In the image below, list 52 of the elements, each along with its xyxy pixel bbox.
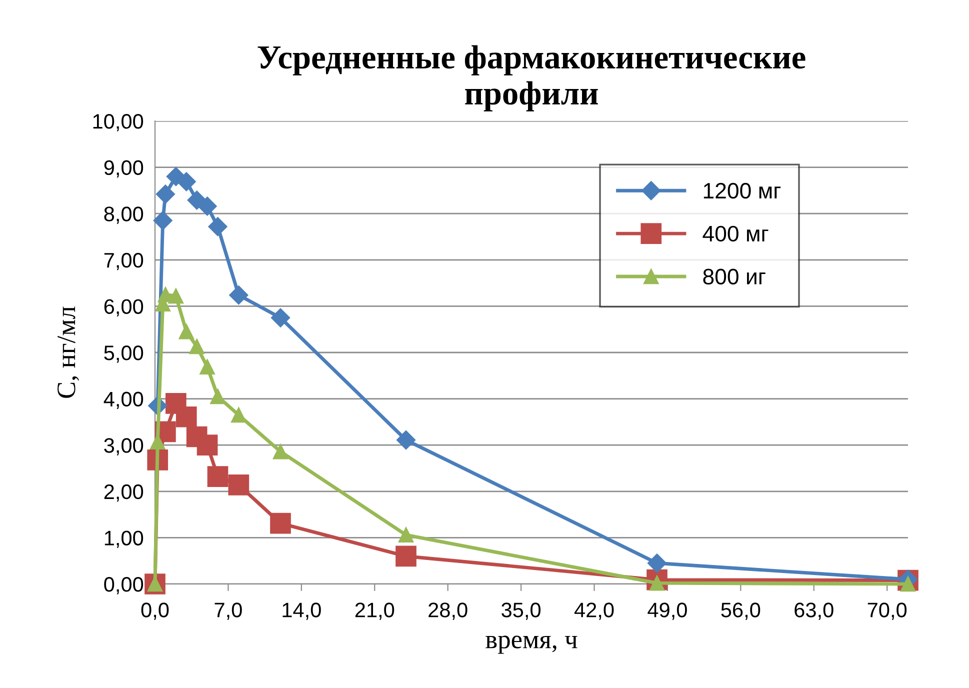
point bbox=[189, 338, 204, 354]
x-tick-label: 49,0 bbox=[648, 602, 687, 620]
point bbox=[150, 434, 166, 450]
x-axis-title: время, ч bbox=[486, 636, 578, 654]
y-tick-label: 1,00 bbox=[104, 530, 144, 548]
legend-label: 800 иг bbox=[703, 268, 766, 284]
y-tick-label: 3,00 bbox=[104, 438, 144, 456]
point bbox=[270, 512, 291, 534]
chart-title: Усредненные фармакокинетические профили bbox=[258, 45, 806, 112]
point bbox=[198, 196, 217, 216]
point bbox=[229, 286, 248, 305]
x-tick-label: 56,0 bbox=[721, 602, 760, 620]
y-tick-label: 10,00 bbox=[93, 114, 144, 132]
x-tick-label: 28,0 bbox=[428, 602, 468, 620]
x-tick-label: 42,0 bbox=[574, 602, 614, 620]
y-tick-label: 4,00 bbox=[104, 392, 144, 410]
point bbox=[153, 211, 172, 230]
point bbox=[178, 324, 194, 340]
point bbox=[270, 308, 290, 328]
y-tick-label: 8,00 bbox=[104, 206, 144, 224]
point bbox=[176, 406, 197, 428]
x-tick-label: 70,0 bbox=[868, 602, 907, 620]
x-tick-label: 35,0 bbox=[502, 602, 541, 620]
point bbox=[208, 217, 228, 236]
y-tick-label: 7,00 bbox=[104, 252, 144, 270]
x-tick-label: 63,0 bbox=[794, 602, 834, 620]
point bbox=[176, 172, 196, 192]
point bbox=[231, 407, 246, 423]
y-tick-label: 6,00 bbox=[104, 299, 144, 316]
y-axis-title: C, нг/мл bbox=[58, 306, 80, 398]
point bbox=[156, 184, 175, 204]
point bbox=[200, 359, 215, 374]
point bbox=[647, 554, 667, 573]
point bbox=[396, 430, 416, 450]
point bbox=[398, 527, 414, 543]
x-tick-label: 21,0 bbox=[355, 602, 394, 620]
legend-label: 1200 мг bbox=[704, 182, 781, 199]
point bbox=[272, 444, 288, 460]
x-tick-label: 0,0 bbox=[141, 602, 169, 620]
x-tick-label: 7,0 bbox=[214, 602, 242, 620]
y-tick-label: 5,00 bbox=[104, 346, 144, 363]
point bbox=[210, 388, 226, 404]
y-tick-label: 0,00 bbox=[104, 577, 144, 594]
point bbox=[396, 546, 416, 567]
x-tick-label: 14,0 bbox=[282, 602, 321, 620]
point bbox=[207, 466, 228, 487]
point bbox=[168, 288, 184, 304]
y-tick-label: 9,00 bbox=[104, 160, 144, 178]
y-tick-label: 2,00 bbox=[104, 484, 144, 502]
legend-label: 400 мг bbox=[702, 226, 768, 242]
point bbox=[196, 434, 218, 456]
point bbox=[228, 474, 250, 496]
